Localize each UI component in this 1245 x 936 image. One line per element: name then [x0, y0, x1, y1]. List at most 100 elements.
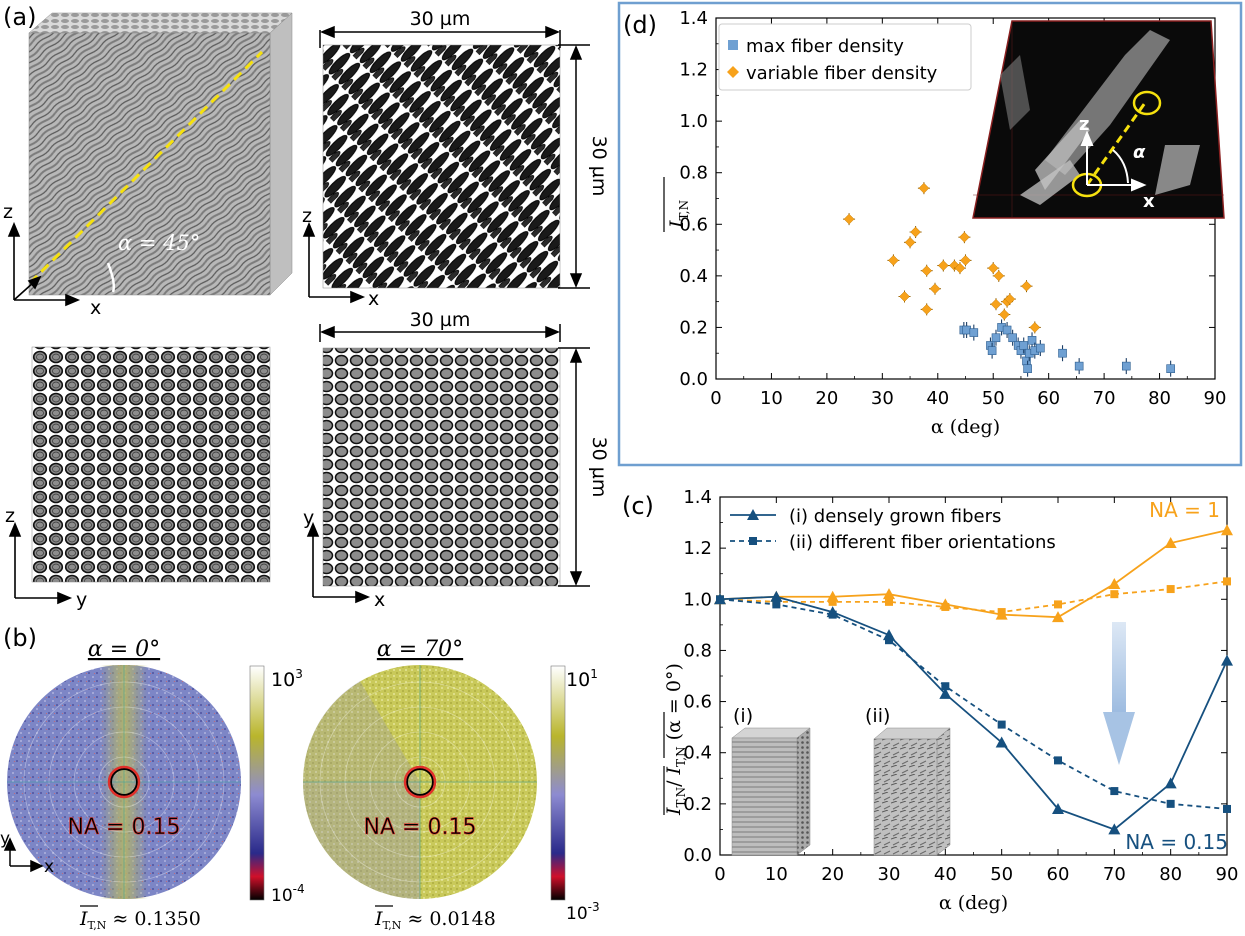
- chart-d-ytick-label: 1.4: [679, 8, 708, 29]
- chart-c-point-triangle: [883, 588, 895, 600]
- chart-d-xtick-label: 80: [1148, 388, 1171, 409]
- chart-d-point-max-density: [1036, 343, 1045, 353]
- chart-c-legend-ii: (ii) different fiber orientations: [789, 532, 1056, 553]
- colorbar-left: [249, 665, 265, 901]
- chart-c-xtick-label: 10: [765, 864, 788, 885]
- chart-c-point-square: [941, 682, 950, 691]
- chart-c-point-triangle: [770, 590, 783, 602]
- chart-d-point-max-density: [991, 333, 1001, 343]
- chart-c-ytick-label: 1.4: [683, 487, 712, 508]
- chart-d-point-max-density: [962, 325, 971, 335]
- chart-c-annotation-na1: NA = 1: [1149, 498, 1220, 522]
- slice-axes-bottom-left: [8, 521, 73, 605]
- chart-c-legend-marker-ii: [749, 537, 757, 545]
- panel-d-inset-image: [972, 20, 1225, 219]
- chart-c-xlabel: α (deg): [939, 892, 1008, 914]
- chart-c-ytick-label: 0.6: [683, 692, 712, 713]
- chart-c: 0 10 20 30 40 50 60 70 80 90 0.0 0.2 0.4 0.6 0.8 1.0 1.2…: [663, 487, 1238, 914]
- cb-left-top: 103: [271, 667, 303, 691]
- chart-d-point-variable-density: [899, 291, 910, 302]
- chart-c-legend-i: (i) densely grown fibers: [789, 506, 1001, 527]
- chart-c-point-triangle: [939, 687, 952, 699]
- result-left: IT,N ≈ 0.1350: [79, 908, 201, 932]
- dim-top-width: 30 µm: [410, 8, 471, 30]
- slice-axes-top: [302, 221, 366, 304]
- chart-c-legend-marker-i: [747, 509, 759, 520]
- panel-a-label: (a): [3, 3, 36, 31]
- chart-d-point-variable-density: [1004, 293, 1016, 305]
- chart-d-ytick-label: 0.2: [679, 317, 708, 338]
- chart-c-point-square: [997, 720, 1006, 729]
- chart-d-xlabel: α (deg): [931, 416, 1000, 438]
- chart-c-point-square: [1223, 804, 1231, 813]
- chart-c-point-square: [1166, 799, 1175, 808]
- cb-right-top: 101: [566, 667, 598, 691]
- chart-c-xtick-label: 30: [878, 864, 901, 885]
- chart-d-point-variable-density: [998, 309, 1010, 320]
- angle-arc: [106, 262, 116, 293]
- cb-left-bottom: 10-4: [271, 882, 305, 906]
- decrease-arrow: [1103, 622, 1135, 765]
- inset-alpha: α: [1133, 142, 1146, 163]
- chart-c-xtick-label: 0: [714, 864, 725, 885]
- chart-d-ytick-label: 0.6: [679, 214, 708, 235]
- disk-left-title: α = 0°: [88, 637, 160, 662]
- inset-axis-z: z: [1079, 114, 1089, 135]
- chart-d-xtick-label: 50: [982, 388, 1005, 409]
- chart-c-point-triangle: [1164, 777, 1177, 789]
- chart-d-point-variable-density: [888, 255, 899, 266]
- chart-d-point-max-density: [1121, 361, 1131, 371]
- slice-top-axis-x: x: [368, 288, 379, 310]
- slice-top-axis-z: z: [302, 205, 312, 227]
- cube-axis-x: x: [90, 297, 101, 319]
- alpha-45-label: α = 45°: [118, 231, 200, 255]
- chart-d-point-variable-density: [1029, 322, 1041, 333]
- dim-bottom-height: 30 µm: [588, 437, 610, 498]
- disk-right-title: α = 70°: [377, 637, 463, 662]
- chart-c-point-square: [1110, 590, 1119, 599]
- chart-c-point-square: [885, 636, 893, 645]
- dimension-arrows-top: [319, 25, 590, 289]
- chart-c-xtick-label: 80: [1159, 864, 1182, 885]
- chart-c-xtick-label: 90: [1216, 864, 1239, 885]
- chart-c-point-square: [997, 608, 1006, 617]
- chart-c-point-square: [772, 600, 781, 609]
- chart-d-point-variable-density: [993, 270, 1005, 282]
- chart-c-annotation-na015: NA = 0.15: [1125, 830, 1228, 854]
- chart-c-point-square: [885, 597, 893, 606]
- chart-d-point-variable-density: [990, 298, 1002, 310]
- chart-c-xtick-label: 60: [1047, 864, 1070, 885]
- chart-c-point-square: [1110, 787, 1119, 796]
- chart-c-point-triangle: [1108, 577, 1121, 589]
- chart-c-ytick-label: 0.8: [683, 640, 712, 661]
- chart-d-point-variable-density: [954, 262, 966, 274]
- chart-c-point-triangle: [995, 736, 1008, 748]
- chart-c-point-square: [1166, 585, 1175, 594]
- chart-d-xtick-label: 70: [1093, 388, 1116, 409]
- chart-d-xtick-label: 0: [710, 388, 721, 409]
- chart-d-point-max-density: [1002, 325, 1012, 335]
- zy-slice-image: [31, 346, 271, 583]
- chart-c-point-square: [941, 602, 950, 611]
- angular-intensity-disk-alpha-70: [302, 665, 537, 899]
- inset-i-cube: [731, 727, 811, 856]
- slice-axes-bottom-right: [306, 521, 371, 604]
- chart-d-ylabel: IT,N: [666, 200, 691, 229]
- colorbar-right: [550, 665, 566, 901]
- slice-br-axis-x: x: [374, 589, 385, 611]
- chart-c-point-triangle: [1164, 537, 1177, 549]
- chart-d-legend-max: max fiber density: [746, 36, 904, 57]
- chart-d-point-max-density: [1058, 348, 1067, 358]
- chart-c-ytick-label: 0.2: [683, 794, 712, 815]
- chart-d-ytick-label: 1.2: [679, 60, 708, 81]
- fiber-cube-3d: [28, 12, 293, 296]
- angular-intensity-disk-alpha-0: [7, 665, 241, 899]
- chart-d-point-max-density: [1166, 364, 1175, 373]
- cube-axes: [7, 221, 81, 307]
- panel-b-label: (b): [3, 624, 37, 652]
- chart-c-point-square: [1223, 577, 1231, 586]
- disk-axis-y: y: [0, 829, 10, 849]
- chart-d-legend-variable: variable fiber density: [746, 63, 938, 84]
- chart-d-point-variable-density: [921, 265, 933, 277]
